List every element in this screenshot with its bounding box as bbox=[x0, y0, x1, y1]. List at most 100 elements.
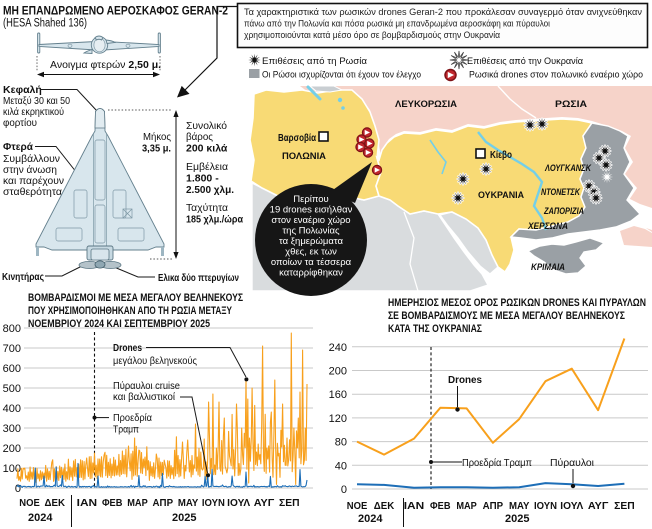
svg-text:ΙΟΥΝ: ΙΟΥΝ bbox=[534, 501, 557, 512]
svg-text:ΑΠΡ: ΑΠΡ bbox=[153, 498, 174, 509]
svg-text:(HESA Shahed 136): (HESA Shahed 136) bbox=[3, 18, 87, 30]
svg-text:Μεταξύ 30 και 50: Μεταξύ 30 και 50 bbox=[3, 95, 70, 107]
svg-text:0: 0 bbox=[15, 483, 21, 495]
svg-text:Βαρσοβία: Βαρσοβία bbox=[278, 133, 317, 144]
svg-text:Ταχύτητα: Ταχύτητα bbox=[186, 202, 228, 214]
svg-text:ΒΟΜΒΑΡΔΙΣΜΟΙ ΜΕ ΜΕΣΑ ΜΕΓΑΛΟΥ Β: ΒΟΜΒΑΡΔΙΣΜΟΙ ΜΕ ΜΕΣΑ ΜΕΓΑΛΟΥ ΒΕΛΗΝΕΚΟΥΣ bbox=[28, 292, 243, 304]
svg-text:Φτερά: Φτερά bbox=[3, 141, 34, 153]
svg-text:Ανοιγμα φτερών 2,50 μ.: Ανοιγμα φτερών 2,50 μ. bbox=[50, 59, 161, 71]
svg-text:ΑΥΓ: ΑΥΓ bbox=[254, 498, 275, 509]
svg-text:Συμβάλλουν: Συμβάλλουν bbox=[3, 153, 60, 165]
svg-text:ΡΩΣΙΑ: ΡΩΣΙΑ bbox=[555, 99, 587, 110]
svg-text:Συνολικό: Συνολικό bbox=[186, 120, 227, 132]
svg-text:700: 700 bbox=[3, 343, 21, 355]
svg-text:μεγάλου βεληνεκούς: μεγάλου βεληνεκούς bbox=[113, 355, 197, 367]
svg-text:2024: 2024 bbox=[358, 513, 383, 525]
svg-text:ΝΤΟΝΕΤΣΚ: ΝΤΟΝΕΤΣΚ bbox=[541, 187, 581, 197]
svg-text:160: 160 bbox=[329, 389, 347, 401]
svg-text:ΣΕΠ: ΣΕΠ bbox=[614, 501, 635, 512]
svg-text:ΔΕΚ: ΔΕΚ bbox=[374, 501, 395, 512]
svg-text:ΜΑΥ: ΜΑΥ bbox=[178, 498, 199, 509]
svg-text:ΚΑΤΑ ΤΗΣ ΟΥΚΡΑΝΙΑΣ: ΚΑΤΑ ΤΗΣ ΟΥΚΡΑΝΙΑΣ bbox=[388, 323, 482, 335]
svg-text:3,35 μ.: 3,35 μ. bbox=[142, 143, 171, 155]
svg-text:ΔΕΚ: ΔΕΚ bbox=[45, 498, 66, 509]
svg-text:ΧΕΡΣΩΝΑ: ΧΕΡΣΩΝΑ bbox=[527, 221, 568, 231]
svg-text:1.800 -: 1.800 - bbox=[186, 173, 219, 185]
svg-text:2.500 χλμ.: 2.500 χλμ. bbox=[186, 184, 234, 196]
svg-text:κιλά εκρηκτικού: κιλά εκρηκτικού bbox=[3, 106, 64, 118]
svg-text:στον εναέριο χώρο: στον εναέριο χώρο bbox=[271, 215, 350, 226]
svg-text:Τα χαρακτηριστικά των ρωσικών: Τα χαρακτηριστικά των ρωσικών drones Ger… bbox=[244, 7, 642, 18]
svg-text:2025: 2025 bbox=[505, 513, 529, 525]
svg-text:χρησιμοποιούνται κατά μέσο όρο: χρησιμοποιούνται κατά μέσο όρο σε βομβαρ… bbox=[244, 30, 500, 41]
svg-text:Ελικα δύο πτερυγίων: Ελικα δύο πτερυγίων bbox=[158, 272, 239, 284]
svg-text:ΙΟΥΝ: ΙΟΥΝ bbox=[202, 498, 225, 509]
svg-text:ΝΟΕ: ΝΟΕ bbox=[19, 498, 40, 509]
svg-text:240: 240 bbox=[329, 342, 347, 354]
svg-text:Κεφαλή: Κεφαλή bbox=[3, 84, 42, 96]
svg-text:ΙΑΝ: ΙΑΝ bbox=[404, 501, 425, 512]
svg-text:800: 800 bbox=[3, 323, 21, 335]
svg-text:Μήκος: Μήκος bbox=[143, 131, 171, 143]
svg-text:ΜΑΥ: ΜΑΥ bbox=[509, 501, 530, 512]
svg-text:Drones: Drones bbox=[448, 375, 482, 386]
svg-text:300: 300 bbox=[3, 423, 21, 435]
svg-text:καταρρίφθηκαν: καταρρίφθηκαν bbox=[279, 268, 343, 279]
svg-text:200: 200 bbox=[3, 443, 21, 455]
svg-text:Κίεβο: Κίεβο bbox=[490, 150, 512, 161]
svg-text:Επιθέσεις από τη Ρωσία: Επιθέσεις από τη Ρωσία bbox=[262, 56, 368, 67]
svg-text:Κινητήρας: Κινητήρας bbox=[2, 271, 44, 283]
svg-text:0: 0 bbox=[341, 484, 347, 496]
svg-text:Πύραυλοι cruise: Πύραυλοι cruise bbox=[113, 380, 180, 392]
svg-text:ΦΕΒ: ΦΕΒ bbox=[102, 498, 123, 509]
svg-text:οποίων τα τέσσερα: οποίων τα τέσσερα bbox=[271, 257, 352, 268]
svg-text:ΗΜΕΡΗΣΙΟΣ ΜΕΣΟΣ ΟΡΟΣ ΡΩΣΙΚΩΝ D: ΗΜΕΡΗΣΙΟΣ ΜΕΣΟΣ ΟΡΟΣ ΡΩΣΙΚΩΝ DRONES ΚΑΙ … bbox=[388, 297, 646, 309]
svg-text:ΜΑΡ: ΜΑΡ bbox=[127, 498, 148, 509]
svg-text:βάρος: βάρος bbox=[186, 131, 213, 143]
svg-text:19 drones εισήλθαν: 19 drones εισήλθαν bbox=[270, 205, 353, 216]
svg-text:ΑΥΓ: ΑΥΓ bbox=[588, 501, 609, 512]
svg-text:της Πολωνίας: της Πολωνίας bbox=[282, 226, 340, 237]
svg-text:ΝΟΕΜΒΡΙΟΥ 2024 ΚΑΙ ΣΕΠΤΕΜΒΡΙΟΥ: ΝΟΕΜΒΡΙΟΥ 2024 ΚΑΙ ΣΕΠΤΕΜΒΡΙΟΥ 2025 bbox=[28, 318, 210, 330]
svg-text:Ρωσικά drones στον πολωνικό εν: Ρωσικά drones στον πολωνικό εναέριο χώρο bbox=[469, 70, 643, 81]
svg-text:200: 200 bbox=[329, 366, 347, 378]
svg-text:Τραμπ: Τραμπ bbox=[113, 425, 139, 436]
svg-text:80: 80 bbox=[335, 437, 347, 449]
svg-text:Προεδρία Τραμπ: Προεδρία Τραμπ bbox=[462, 457, 532, 469]
svg-text:φορτίου: φορτίου bbox=[3, 117, 37, 129]
svg-text:και παρέχουν: και παρέχουν bbox=[3, 175, 64, 187]
svg-text:40: 40 bbox=[335, 460, 347, 472]
svg-text:400: 400 bbox=[3, 403, 21, 415]
svg-text:Επιθέσεις από την Ουκρανία: Επιθέσεις από την Ουκρανία bbox=[467, 56, 583, 67]
svg-text:200 κιλά: 200 κιλά bbox=[186, 143, 228, 155]
svg-text:Πύραυλοι: Πύραυλοι bbox=[550, 457, 594, 469]
svg-text:185 χλμ./ώρα: 185 χλμ./ώρα bbox=[186, 214, 243, 226]
svg-text:και βαλλιστικοί: και βαλλιστικοί bbox=[113, 391, 176, 403]
svg-text:ΙΟΥΛ: ΙΟΥΛ bbox=[560, 501, 583, 512]
svg-text:ΖΑΠΟΡΙΖΙΑ: ΖΑΠΟΡΙΖΙΑ bbox=[543, 206, 584, 216]
svg-text:ΜΑΡ: ΜΑΡ bbox=[456, 501, 477, 512]
svg-text:ΜΗ ΕΠΑΝΔΡΩΜΕΝΟ ΑΕΡΟΣΚΑΦΟΣ GERA: ΜΗ ΕΠΑΝΔΡΩΜΕΝΟ ΑΕΡΟΣΚΑΦΟΣ GERAN-2 bbox=[3, 4, 228, 18]
svg-text:χθες, εκ των: χθες, εκ των bbox=[285, 247, 337, 258]
svg-text:ΣΕ ΒΟΜΒΑΡΔΙΣΜΟΥΣ ΜΕ ΜΕΣΑ ΜΕΓΑΛ: ΣΕ ΒΟΜΒΑΡΔΙΣΜΟΥΣ ΜΕ ΜΕΣΑ ΜΕΓΑΛΟΥ ΒΕΛΗΝΕΚ… bbox=[388, 310, 625, 322]
svg-text:ΚΡΙΜΑΙΑ: ΚΡΙΜΑΙΑ bbox=[531, 262, 565, 272]
svg-text:ΦΕΒ: ΦΕΒ bbox=[430, 501, 451, 512]
svg-text:σταθερότητα: σταθερότητα bbox=[3, 186, 62, 198]
svg-text:Drones: Drones bbox=[113, 343, 142, 354]
svg-text:Οι Ρώσοι ισχυρίζονται ότι έχου: Οι Ρώσοι ισχυρίζονται ότι έχουν τον έλεγ… bbox=[262, 70, 421, 81]
svg-text:2025: 2025 bbox=[172, 512, 196, 524]
svg-text:Προεδρία: Προεδρία bbox=[113, 412, 152, 424]
svg-text:τα ξημερώματα: τα ξημερώματα bbox=[279, 236, 343, 247]
svg-text:στην άνωση: στην άνωση bbox=[3, 164, 57, 176]
svg-text:πάνω από την Πολωνία και πόσα: πάνω από την Πολωνία και πόσα ρωσικά μη … bbox=[244, 19, 550, 30]
svg-text:Περίπου: Περίπου bbox=[293, 194, 329, 205]
svg-text:2024: 2024 bbox=[28, 512, 53, 524]
svg-text:ΛΕΥΚΟΡΩΣΙΑ: ΛΕΥΚΟΡΩΣΙΑ bbox=[395, 99, 457, 110]
svg-text:ΝΟΕ: ΝΟΕ bbox=[347, 501, 368, 512]
svg-text:ΙΟΥΛ: ΙΟΥΛ bbox=[227, 498, 250, 509]
svg-text:600: 600 bbox=[3, 363, 21, 375]
svg-text:ΠΟΥ ΧΡΗΣΙΜΟΠΟΙΗΘΗΚΑΝ ΑΠΟ ΤΗ ΡΩ: ΠΟΥ ΧΡΗΣΙΜΟΠΟΙΗΘΗΚΑΝ ΑΠΟ ΤΗ ΡΩΣΙΑ ΜΕΤΑΞΥ bbox=[28, 305, 232, 317]
svg-text:500: 500 bbox=[3, 383, 21, 395]
svg-text:ΠΟΛΩΝΙΑ: ΠΟΛΩΝΙΑ bbox=[282, 151, 326, 162]
svg-text:ΟΥΚΡΑΝΙΑ: ΟΥΚΡΑΝΙΑ bbox=[478, 190, 524, 201]
